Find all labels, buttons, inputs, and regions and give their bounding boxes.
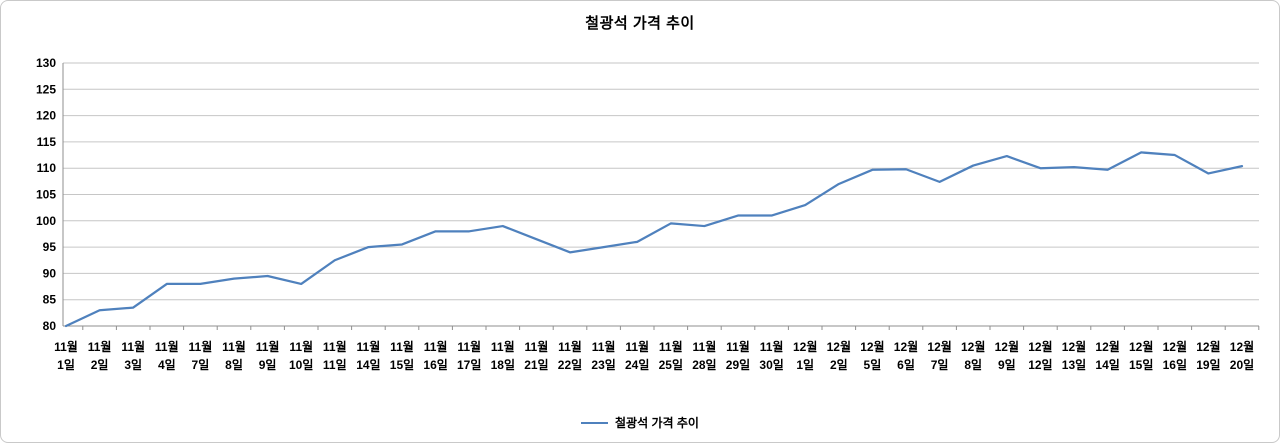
line-chart: 80 85 90 95 100 105 110 115 120 125 130 11월 1일 11월 2일 1… — [36, 56, 1260, 372]
x-axis-tick-label: 11월 22일 — [558, 339, 582, 372]
y-axis-tick-label: 100 — [36, 214, 56, 228]
x-axis-tick-label: 11월 28일 — [692, 339, 716, 372]
y-axis-tick-label: 80 — [43, 319, 57, 333]
x-axis-tick-label: 12월 16일 — [1163, 339, 1187, 372]
x-axis-tick-label: 12월 9일 — [995, 339, 1019, 372]
x-axis-tick-label: 12월 14일 — [1095, 339, 1119, 372]
x-axis-tick-label: 12월 20일 — [1230, 339, 1254, 372]
y-axis-tick-label: 125 — [36, 82, 56, 96]
x-axis-tick-label: 11월 2일 — [88, 339, 112, 372]
y-axis-tick-label: 85 — [43, 293, 57, 307]
y-axis-tick-label: 130 — [36, 56, 56, 70]
x-axis-tick-label: 12월 12일 — [1028, 339, 1052, 372]
x-axis-tick-label: 12월 8일 — [961, 339, 985, 372]
x-axis-tick-label: 12월 19일 — [1196, 339, 1220, 372]
x-axis-tick-label: 11월 11일 — [323, 339, 347, 372]
x-axis-tick-label: 11월 15일 — [390, 339, 414, 372]
y-axis-tick-label: 90 — [43, 266, 57, 280]
x-axis-tick-label: 12월 15일 — [1129, 339, 1153, 372]
x-axis-tick-label: 12월 13일 — [1062, 339, 1086, 372]
x-axis-tick-label: 12월 6일 — [894, 339, 918, 372]
x-axis-tick-label: 11월 10일 — [289, 339, 313, 372]
x-axis-tick-label: 12월 7일 — [927, 339, 951, 372]
x-axis-tick-label: 11월 30일 — [759, 339, 783, 372]
x-axis-tick-label: 11월 14일 — [356, 339, 380, 372]
price-line-series — [64, 151, 1244, 328]
y-axis-tick-label: 105 — [36, 188, 56, 202]
x-axis-tick-label: 11월 21일 — [524, 339, 548, 372]
x-axis-tick-label: 12월 2일 — [827, 339, 851, 372]
x-axis-tick-label: 11월 7일 — [189, 339, 213, 372]
x-axis-tick-label: 11월 4일 — [155, 339, 179, 372]
chart-title: 철광석 가격 추이 — [585, 15, 695, 32]
y-axis-tick-label: 110 — [37, 161, 57, 175]
x-axis-tick-label: 12월 5일 — [860, 339, 884, 372]
x-axis-tick-label: 11월 24일 — [625, 339, 649, 372]
legend-line-swatch — [581, 421, 609, 424]
x-axis-tick-label: 11월 23일 — [591, 339, 615, 372]
y-axis-tick-label: 115 — [37, 135, 57, 149]
x-axis-tick-label: 11월 25일 — [659, 339, 683, 372]
legend: 철광석 가격 추이 — [1, 414, 1279, 431]
x-axis-tick-label: 11월 1일 — [54, 339, 78, 372]
x-axis-tick-label: 11월 3일 — [121, 339, 145, 372]
x-axis-tick-label: 12월 1일 — [793, 339, 817, 372]
x-axis-tick-label: 11월 18일 — [491, 339, 515, 372]
y-axis-tick-label: 95 — [43, 240, 57, 254]
y-axis-tick-label: 120 — [36, 109, 56, 123]
x-axis-tick-label: 11월 9일 — [256, 339, 280, 372]
x-axis-tick-label: 11월 16일 — [423, 339, 447, 372]
x-axis-tick-label: 11월 29일 — [726, 339, 750, 372]
legend-label: 철광석 가격 추이 — [615, 416, 699, 430]
x-axis-tick-label: 11월 8일 — [222, 339, 246, 372]
x-axis-tick-label: 11월 17일 — [457, 339, 481, 372]
